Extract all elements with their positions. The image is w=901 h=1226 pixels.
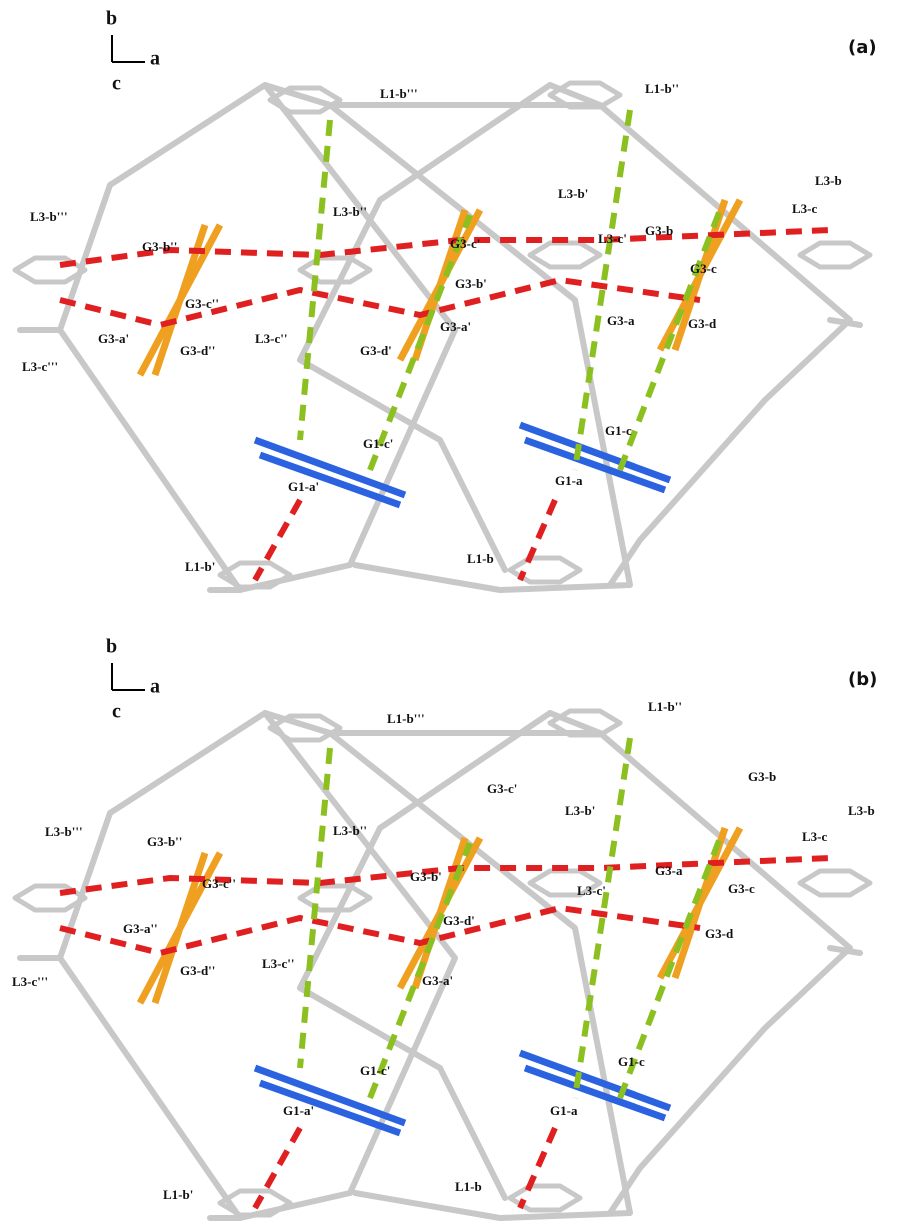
atom-label: G3-a'' <box>123 921 158 936</box>
ligand-ring <box>530 243 600 267</box>
atom-label: L3-b'' <box>333 823 367 838</box>
panel-label: (b) <box>848 669 877 690</box>
atom-label: G3-a <box>655 863 683 878</box>
guest-orange <box>660 828 740 978</box>
axis-label: b <box>106 636 117 658</box>
axis-label: c <box>112 73 121 95</box>
atom-label: G3-b' <box>455 276 487 291</box>
atom-label: L3-c''' <box>12 974 48 989</box>
atom-label: L3-c'' <box>255 331 288 346</box>
green-contact <box>300 110 720 470</box>
atom-label: G1-a' <box>288 479 319 494</box>
atom-label: G3-b <box>645 223 673 238</box>
ligand-ring <box>300 886 370 910</box>
atom-label: L3-c' <box>598 231 627 246</box>
atom-label: L1-b <box>455 1179 482 1194</box>
ligand-ring <box>300 258 370 282</box>
atom-label: G1-c' <box>363 436 393 451</box>
atom-label: G3-d'' <box>180 343 215 358</box>
atom-label: G1-a <box>550 1103 578 1118</box>
atom-label: G3-a <box>607 313 635 328</box>
atom-label: G3-b'' <box>142 239 177 254</box>
atom-label: L3-c <box>802 829 828 844</box>
ligand-ring <box>800 243 870 267</box>
atom-label: G3-b <box>748 769 776 784</box>
atom-label: G1-a' <box>283 1103 314 1118</box>
atom-label: G3-a' <box>440 319 471 334</box>
atom-label: G3-d' <box>360 343 392 358</box>
atom-label: G3-c <box>728 881 755 896</box>
atom-label: G3-c' <box>450 236 480 251</box>
atom-label: L3-b' <box>565 803 595 818</box>
atom-label: G3-c'' <box>185 296 219 311</box>
atom-label: L1-b'' <box>648 699 682 714</box>
atom-label: G3-a' <box>422 973 453 988</box>
atom-label: L1-b'' <box>645 81 679 96</box>
atom-label: G3-d <box>705 926 734 941</box>
atom-label: G3-c'' <box>202 876 236 891</box>
atom-label: G3-b' <box>410 869 442 884</box>
axis-label: a <box>150 676 160 698</box>
atom-label: L3-b <box>848 803 875 818</box>
atom-label: G3-d <box>688 316 717 331</box>
framework-bond <box>600 105 850 585</box>
atom-label: G1-c <box>605 423 632 438</box>
atom-label: L1-b <box>467 551 494 566</box>
red-contact <box>60 280 700 325</box>
atom-label: L3-b''' <box>45 824 83 839</box>
axis-arrows <box>112 663 145 690</box>
atom-label: L3-c''' <box>22 359 58 374</box>
ligand-ring <box>800 871 870 895</box>
atom-label: L3-c' <box>577 883 606 898</box>
panel: b a c (a) L1-b''' L1-b'' L3-b''' L3-b'' L3-b' L3-… <box>15 8 877 590</box>
atom-label: G3-c' <box>487 781 517 796</box>
axis-arrows <box>112 35 145 62</box>
atom-label: L1-b' <box>185 559 215 574</box>
atom-label: L3-b' <box>558 186 588 201</box>
guest-blue <box>520 425 670 490</box>
axis-label: b <box>106 8 117 30</box>
atom-label: L3-b'' <box>333 204 367 219</box>
atom-label: L3-b <box>815 173 842 188</box>
atom-label: L1-b''' <box>380 86 418 101</box>
atom-label: L3-c'' <box>262 956 295 971</box>
atom-label: L3-b''' <box>30 209 68 224</box>
figure: b a c (a) L1-b''' L1-b'' L3-b''' L3-b'' L3-b' L3-… <box>0 0 901 1226</box>
guest-blue <box>520 1053 670 1118</box>
atom-label: L1-b''' <box>387 711 425 726</box>
atom-label: G1-a <box>555 473 583 488</box>
atom-label: G3-d' <box>443 913 475 928</box>
axis-label: a <box>150 48 160 70</box>
atom-label: G3-c <box>690 261 717 276</box>
axis-label: c <box>112 701 121 723</box>
atom-label: L3-c <box>792 201 818 216</box>
atom-label: G1-c' <box>360 1063 390 1078</box>
framework-bond <box>600 733 850 1213</box>
atom-label: G3-a' <box>98 331 129 346</box>
atom-label: G3-d'' <box>180 963 215 978</box>
atom-label: G3-b'' <box>147 834 182 849</box>
panel-label: (a) <box>848 37 877 58</box>
atom-label: G1-c <box>618 1054 645 1069</box>
panel: b a c (b) L1-b''' L1-b'' G3-b G3-c' L3-b' L3-b L3-… <box>12 636 877 1218</box>
atom-label: L1-b' <box>163 1187 193 1202</box>
